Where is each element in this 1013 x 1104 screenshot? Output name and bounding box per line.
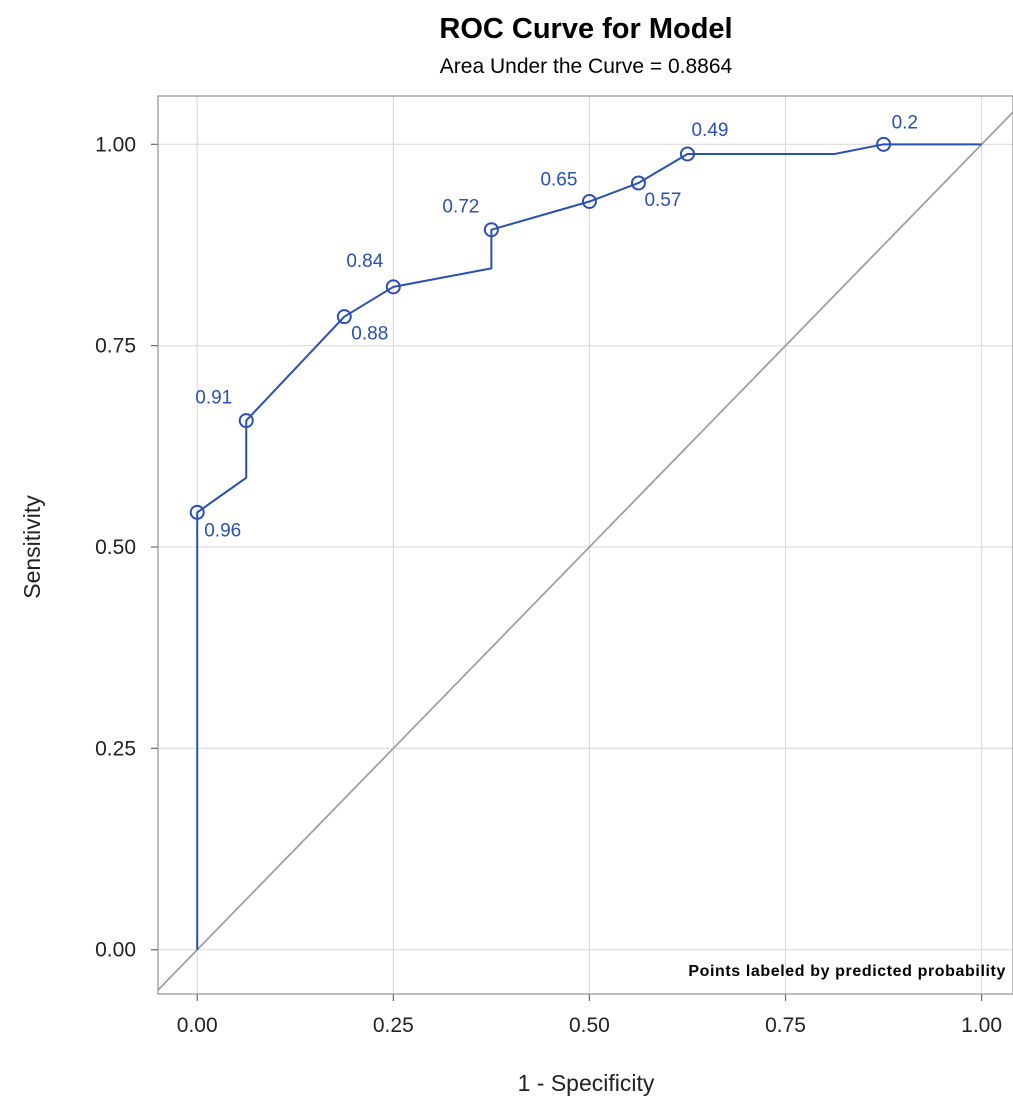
y-tick-label: 0.25 [95, 737, 136, 760]
reference-line-group [157, 111, 1013, 991]
x-tick-label: 0.75 [765, 1014, 806, 1037]
tick-labels-group: 0.00 0.25 0.50 0.75 1.00 0.00 0.25 0.50 0.75 1.00 [95, 133, 1002, 1037]
roc-point-marker [679, 146, 695, 162]
roc-point-label: 0.72 [442, 197, 479, 218]
point-labels-group: 0.96 0.91 0.88 0.84 0.72 0.65 0.57 0.49 0.2 [195, 112, 918, 541]
roc-point-marker [581, 194, 597, 210]
roc-point-marker [630, 175, 646, 191]
roc-point-label: 0.49 [691, 120, 728, 141]
x-tick-label: 0.00 [177, 1014, 218, 1037]
roc-point-marker [385, 279, 401, 295]
y-tick-label: 1.00 [95, 133, 136, 156]
plot-frame [157, 95, 1013, 995]
points-group [189, 136, 892, 520]
roc-point-marker [483, 222, 499, 238]
roc-point-label: 0.88 [351, 324, 388, 345]
chart-title: ROC Curve for Model [439, 13, 732, 45]
roc-point-marker [876, 136, 892, 152]
y-axis-label: Sensitivity [19, 495, 45, 599]
roc-curve-line [196, 143, 982, 950]
x-tick-label: 1.00 [961, 1014, 1002, 1037]
y-tick-label: 0.50 [95, 536, 136, 559]
x-tick-label: 0.25 [373, 1014, 414, 1037]
roc-point-marker [189, 504, 205, 520]
roc-point-label: 0.57 [644, 190, 681, 211]
chart-subtitle: Area Under the Curve = 0.8864 [440, 55, 733, 78]
x-axis-label: 1 - Specificity [518, 1070, 655, 1096]
roc-point-label: 0.2 [892, 112, 918, 133]
plot-note: Points labeled by predicted probability [688, 963, 1006, 980]
roc-point-label: 0.91 [195, 388, 232, 409]
roc-point-label: 0.84 [346, 251, 383, 272]
roc-point-marker [336, 309, 352, 325]
grid [151, 96, 1013, 1001]
roc-point-marker [238, 413, 254, 429]
roc-curve-group [196, 143, 982, 950]
x-tick-label: 0.50 [569, 1014, 610, 1037]
y-tick-label: 0.75 [95, 335, 136, 358]
roc-point-label: 0.65 [540, 170, 577, 191]
roc-point-label: 0.96 [204, 520, 241, 541]
reference-diagonal-line [157, 111, 1013, 991]
y-tick-label: 0.00 [95, 939, 136, 962]
